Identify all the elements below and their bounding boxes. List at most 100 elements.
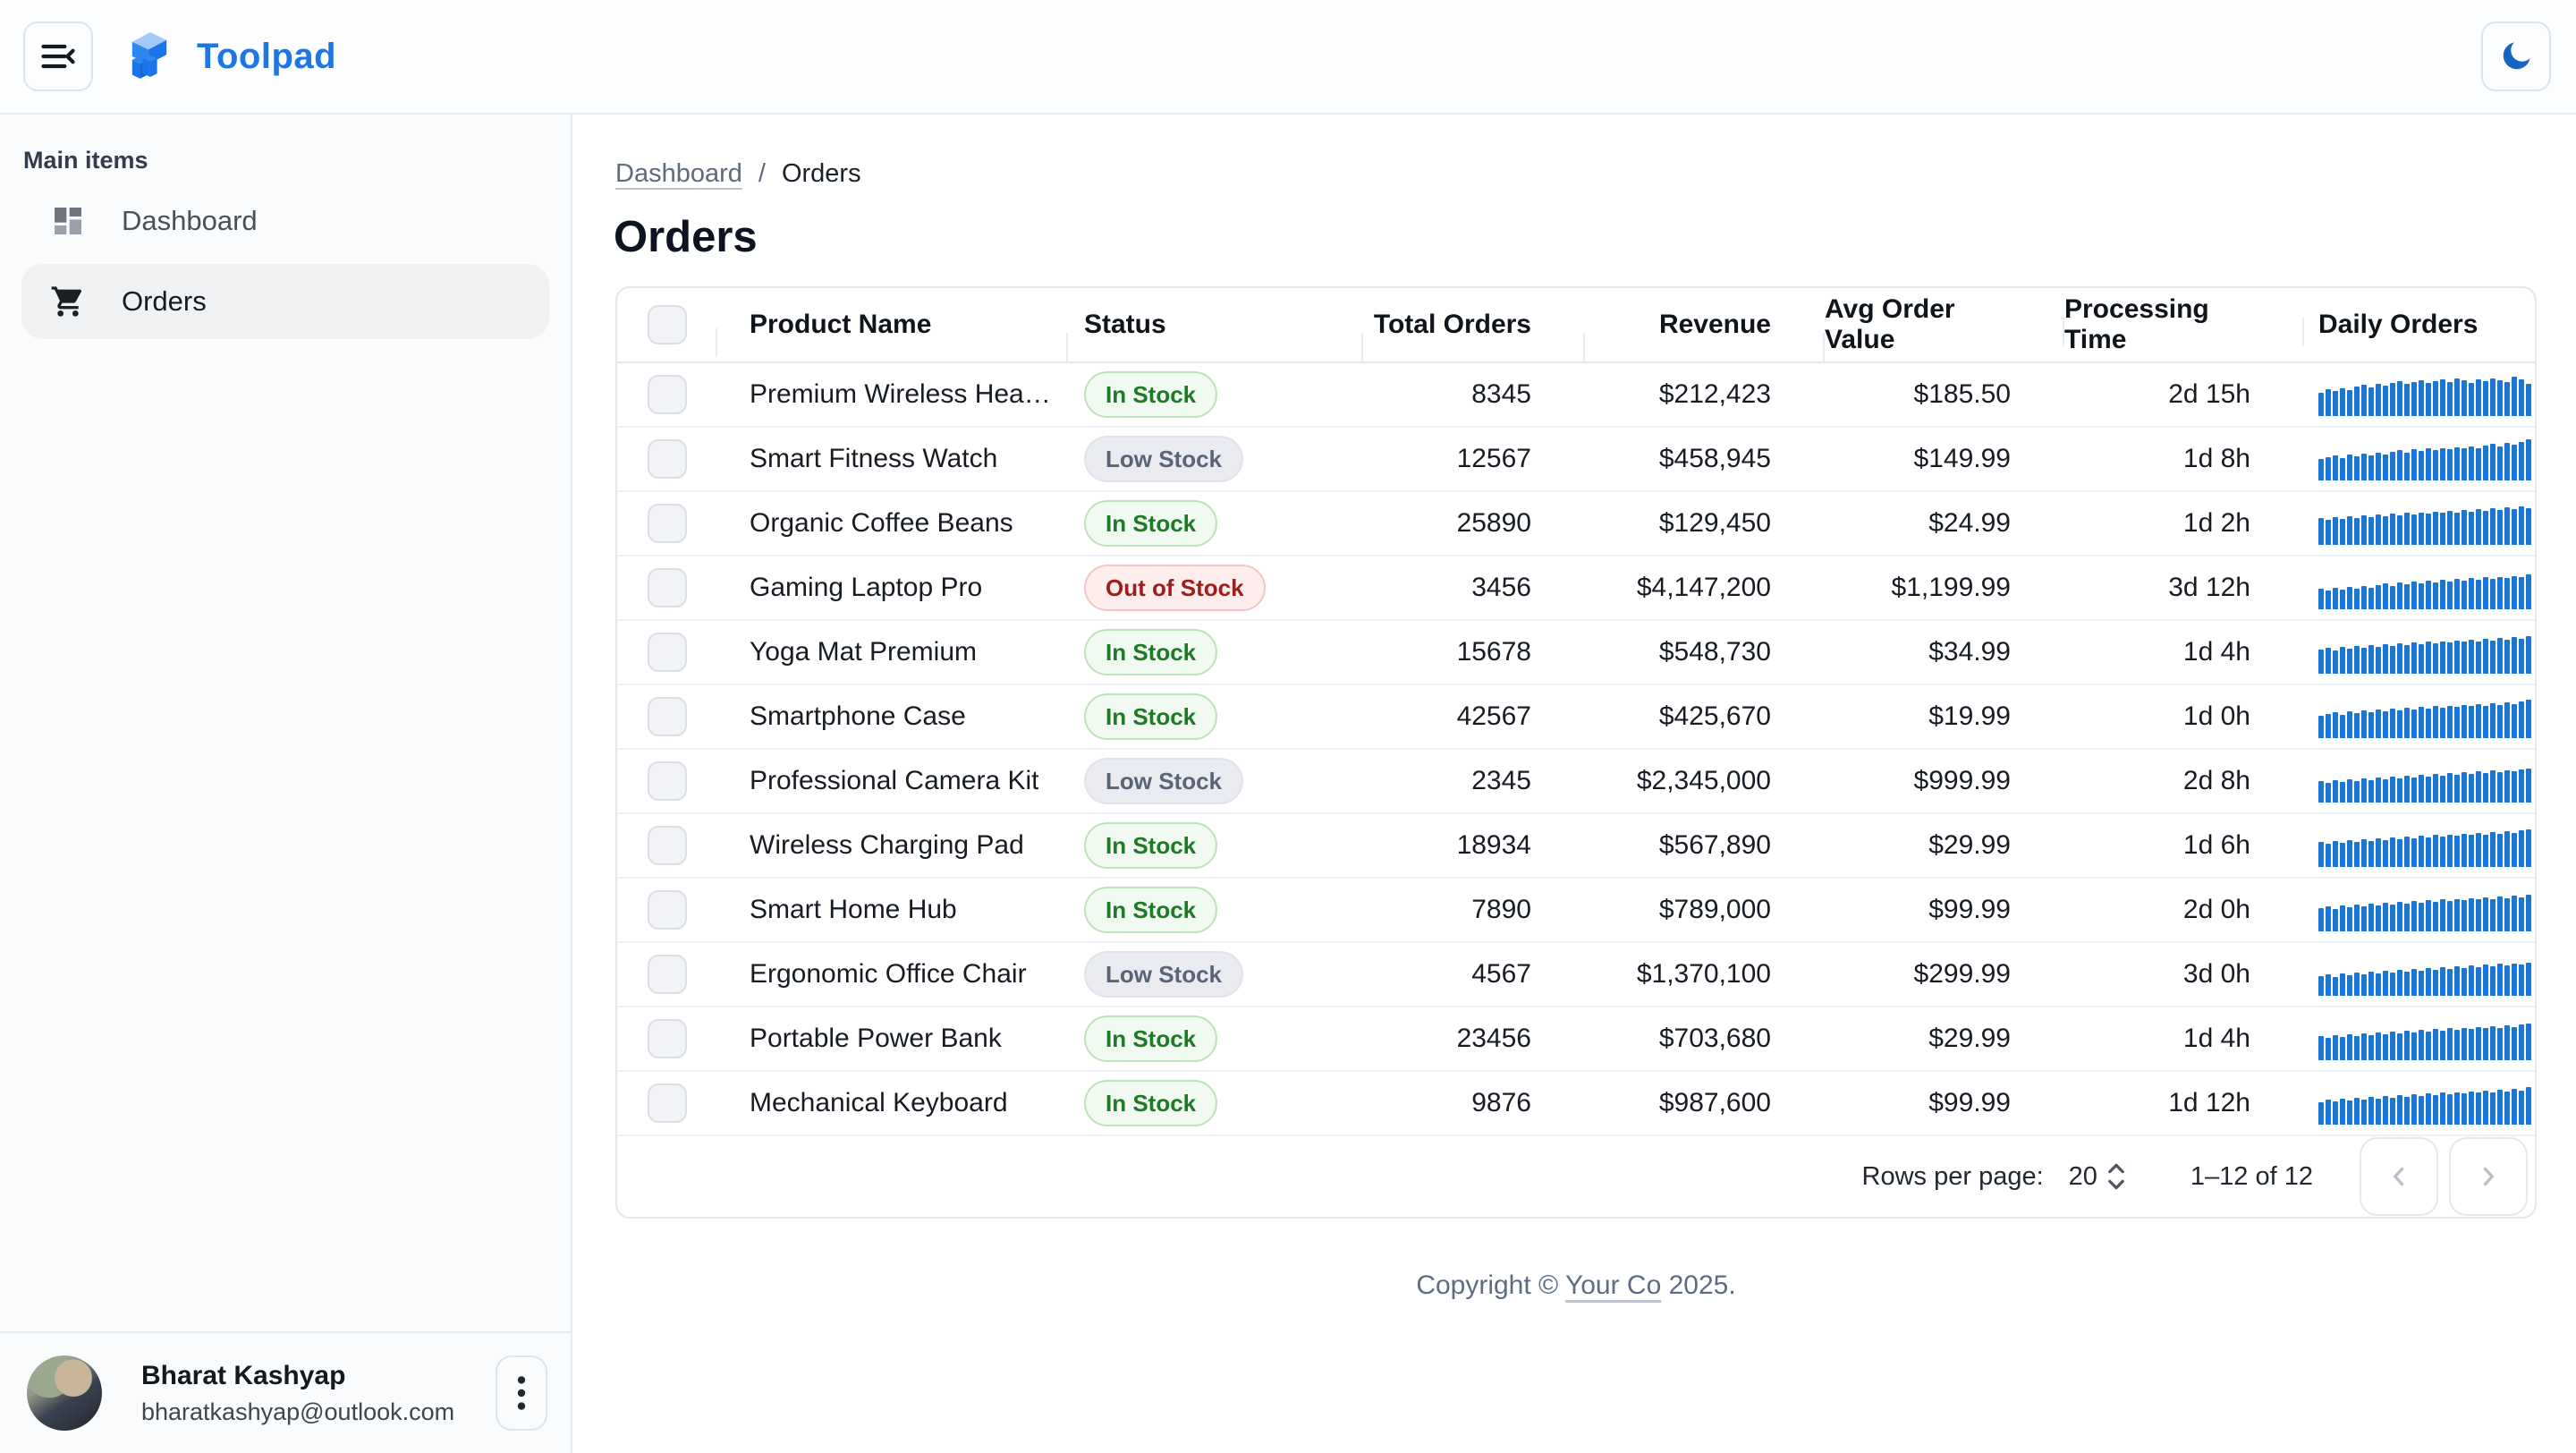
- sidebar-item-orders[interactable]: Orders: [21, 264, 549, 339]
- collapse-menu-button[interactable]: [23, 21, 93, 91]
- processing-time-cell: 2d 0h: [2182, 895, 2250, 924]
- product-name-cell: Ergonomic Office Chair: [750, 959, 1027, 989]
- rows-per-page-select[interactable]: 20: [2069, 1160, 2126, 1193]
- row-checkbox[interactable]: [648, 439, 687, 479]
- breadcrumb: Dashboard / Orders: [615, 159, 2576, 189]
- daily-orders-sparkline: [2318, 566, 2531, 609]
- row-checkbox[interactable]: [648, 375, 687, 414]
- status-badge: In Stock: [1084, 693, 1218, 740]
- product-name-cell: Organic Coffee Beans: [750, 508, 1013, 538]
- daily-orders-cell: [2304, 373, 2535, 416]
- product-name-cell: Yoga Mat Premium: [750, 637, 978, 667]
- table-row[interactable]: Yoga Mat Premium In Stock 15678 $548,730 $34…: [617, 621, 2535, 685]
- table-row[interactable]: Gaming Laptop Pro Out of Stock 3456 $4,147,…: [617, 557, 2535, 621]
- sidebar: Main items Dashboard Orders Bharat Kashy…: [0, 115, 572, 1453]
- rows-per-page-label: Rows per page:: [1861, 1161, 2044, 1191]
- select-all-checkbox[interactable]: [648, 305, 687, 344]
- processing-time-cell: 1d 2h: [2182, 508, 2250, 538]
- table-body: Premium Wireless Headp... In Stock 8345 $21…: [617, 363, 2535, 1136]
- sidebar-item-dashboard[interactable]: Dashboard: [21, 183, 549, 259]
- table-row[interactable]: Professional Camera Kit Low Stock 2345 $2,3…: [617, 750, 2535, 814]
- table-row[interactable]: Premium Wireless Headp... In Stock 8345 $21…: [617, 363, 2535, 428]
- table-row[interactable]: Organic Coffee Beans In Stock 25890 $129,45…: [617, 492, 2535, 557]
- product-name-cell: Mechanical Keyboard: [750, 1088, 1008, 1117]
- row-checkbox[interactable]: [648, 761, 687, 801]
- daily-orders-cell: [2304, 1017, 2535, 1060]
- column-header-daily-orders[interactable]: Daily Orders: [2318, 310, 2479, 339]
- theme-toggle-button[interactable]: [2481, 21, 2551, 91]
- product-name-cell: Professional Camera Kit: [750, 766, 1039, 795]
- column-header-product-name[interactable]: Product Name: [717, 310, 1068, 361]
- table-row[interactable]: Ergonomic Office Chair Low Stock 4567 $1,37…: [617, 943, 2535, 1007]
- column-header-total-orders[interactable]: Total Orders: [1363, 310, 1585, 361]
- avg-order-value-cell: $99.99: [1928, 895, 2011, 924]
- avg-order-value-cell: $29.99: [1928, 830, 2011, 860]
- total-orders-cell: 8345: [1471, 379, 1531, 409]
- daily-orders-sparkline: [2318, 1017, 2531, 1060]
- status-badge: In Stock: [1084, 371, 1218, 418]
- column-header-avg-order-value[interactable]: Avg Order Value: [1825, 294, 2064, 355]
- table-row[interactable]: Smartphone Case In Stock 42567 $425,670 $19.…: [617, 685, 2535, 750]
- user-email: bharatkashyap@outlook.com: [141, 1398, 455, 1425]
- avg-order-value-cell: $999.99: [1913, 766, 2011, 795]
- processing-time-cell: 1d 12h: [2168, 1088, 2250, 1117]
- revenue-cell: $4,147,200: [1636, 573, 1771, 602]
- dashboard-icon: [50, 203, 86, 239]
- product-name-cell: Wireless Charging Pad: [750, 830, 1024, 860]
- brand[interactable]: Toolpad: [129, 27, 336, 86]
- row-checkbox[interactable]: [648, 504, 687, 543]
- revenue-cell: $567,890: [1658, 830, 1771, 860]
- daily-orders-cell: [2304, 1082, 2535, 1125]
- daily-orders-sparkline: [2318, 1082, 2531, 1125]
- user-menu-button[interactable]: [496, 1355, 547, 1431]
- column-header-revenue[interactable]: Revenue: [1585, 310, 1825, 361]
- previous-page-button[interactable]: [2360, 1137, 2438, 1216]
- copyright-company-link[interactable]: Your Co: [1564, 1270, 1662, 1300]
- daily-orders-sparkline: [2318, 953, 2531, 996]
- table-row[interactable]: Mechanical Keyboard In Stock 9876 $987,600 $…: [617, 1072, 2535, 1136]
- user-avatar[interactable]: [27, 1355, 102, 1431]
- processing-time-cell: 3d 12h: [2168, 573, 2250, 602]
- table-header-row: Product Name Status Total Orders Revenue…: [617, 288, 2535, 363]
- row-checkbox[interactable]: [648, 890, 687, 930]
- column-header-status[interactable]: Status: [1068, 310, 1363, 361]
- chevron-left-icon: [2394, 1167, 2404, 1186]
- row-checkbox[interactable]: [648, 826, 687, 865]
- row-checkbox[interactable]: [648, 697, 687, 736]
- table-row[interactable]: Smart Home Hub In Stock 7890 $789,000 $99.99…: [617, 879, 2535, 943]
- revenue-cell: $987,600: [1658, 1088, 1771, 1117]
- avg-order-value-cell: $185.50: [1913, 379, 2011, 409]
- copyright-prefix: Copyright ©: [1416, 1270, 1565, 1300]
- product-name-cell: Smart Fitness Watch: [750, 444, 998, 473]
- table-row[interactable]: Wireless Charging Pad In Stock 18934 $567,8…: [617, 814, 2535, 879]
- processing-time-cell: 3d 0h: [2182, 959, 2250, 989]
- row-checkbox[interactable]: [648, 633, 687, 672]
- breadcrumb-link-dashboard[interactable]: Dashboard: [615, 159, 742, 188]
- status-badge: Low Stock: [1084, 436, 1244, 482]
- sidebar-item-label: Orders: [122, 285, 207, 317]
- processing-time-cell: 1d 8h: [2182, 444, 2250, 473]
- next-page-button[interactable]: [2449, 1137, 2528, 1216]
- user-name: Bharat Kashyap: [141, 1360, 346, 1390]
- avg-order-value-cell: $1,199.99: [1891, 573, 2011, 602]
- row-checkbox[interactable]: [648, 1019, 687, 1058]
- column-header-processing-time[interactable]: Processing Time: [2064, 294, 2304, 355]
- avg-order-value-cell: $34.99: [1928, 637, 2011, 667]
- table-pagination: Rows per page: 20 1–12 of 12: [617, 1136, 2535, 1217]
- table-row[interactable]: Portable Power Bank In Stock 23456 $703,680…: [617, 1007, 2535, 1072]
- row-checkbox[interactable]: [648, 1083, 687, 1123]
- row-checkbox[interactable]: [648, 568, 687, 608]
- moon-icon: [2503, 42, 2530, 70]
- avg-order-value-cell: $24.99: [1928, 508, 2011, 538]
- row-checkbox[interactable]: [648, 955, 687, 994]
- revenue-cell: $1,370,100: [1636, 959, 1771, 989]
- status-cell: Low Stock: [1068, 758, 1363, 804]
- status-cell: In Stock: [1068, 500, 1363, 547]
- sidebar-item-label: Dashboard: [122, 205, 258, 236]
- page-title: Orders: [614, 213, 758, 261]
- total-orders-cell: 23456: [1456, 1024, 1531, 1053]
- daily-orders-sparkline: [2318, 695, 2531, 738]
- copyright-suffix: 2025.: [1661, 1270, 1736, 1300]
- brand-title: Toolpad: [197, 36, 337, 76]
- table-row[interactable]: Smart Fitness Watch Low Stock 12567 $458,94…: [617, 428, 2535, 492]
